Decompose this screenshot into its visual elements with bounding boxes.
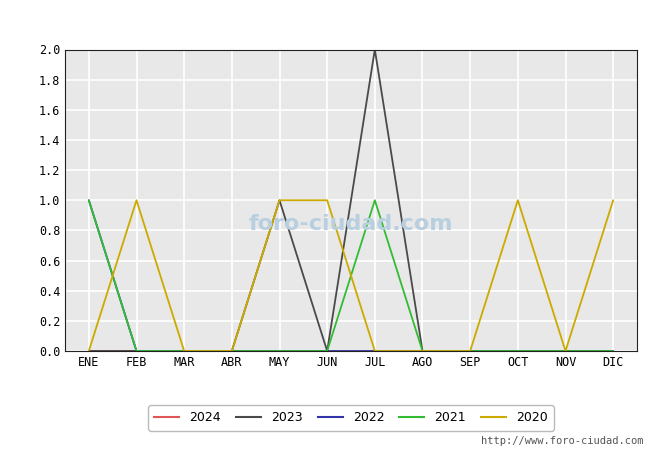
Line: 2022: 2022 [89, 200, 613, 351]
Line: 2020: 2020 [89, 200, 613, 351]
2021 [180, 348, 188, 354]
2023 [562, 348, 569, 354]
2021 [323, 348, 331, 354]
2022 [514, 348, 522, 354]
2021 [466, 348, 474, 354]
2022 [371, 348, 379, 354]
2024 [276, 348, 283, 354]
2023 [133, 348, 140, 354]
2022 [228, 348, 236, 354]
2020 [323, 198, 331, 203]
2020 [514, 198, 522, 203]
2021 [514, 348, 522, 354]
2021 [85, 198, 93, 203]
2020 [180, 348, 188, 354]
2023 [514, 348, 522, 354]
2020 [562, 348, 569, 354]
2024 [85, 348, 93, 354]
2023 [228, 348, 236, 354]
2020 [228, 348, 236, 354]
Legend: 2024, 2023, 2022, 2021, 2020: 2024, 2023, 2022, 2021, 2020 [148, 405, 554, 431]
2020 [276, 198, 283, 203]
2020 [419, 348, 426, 354]
2024 [180, 348, 188, 354]
2023 [276, 198, 283, 203]
2022 [276, 348, 283, 354]
2022 [180, 348, 188, 354]
2022 [323, 348, 331, 354]
2020 [466, 348, 474, 354]
2022 [419, 348, 426, 354]
2024 [133, 348, 140, 354]
Text: foro-ciudad.com: foro-ciudad.com [249, 214, 453, 234]
2023 [371, 47, 379, 52]
2020 [85, 348, 93, 354]
2021 [133, 348, 140, 354]
2020 [371, 348, 379, 354]
2020 [609, 198, 617, 203]
2021 [419, 348, 426, 354]
Text: http://www.foro-ciudad.com: http://www.foro-ciudad.com [481, 436, 644, 446]
2022 [466, 348, 474, 354]
2023 [609, 348, 617, 354]
2023 [466, 348, 474, 354]
2022 [609, 348, 617, 354]
2023 [323, 348, 331, 354]
2023 [180, 348, 188, 354]
2022 [562, 348, 569, 354]
2024 [228, 348, 236, 354]
2021 [609, 348, 617, 354]
Line: 2021: 2021 [89, 200, 613, 351]
2023 [85, 348, 93, 354]
2021 [276, 348, 283, 354]
2022 [85, 198, 93, 203]
2021 [228, 348, 236, 354]
Line: 2023: 2023 [89, 50, 613, 351]
2023 [419, 348, 426, 354]
2022 [133, 348, 140, 354]
2021 [562, 348, 569, 354]
2020 [133, 198, 140, 203]
Text: Matriculaciones de Vehiculos en Torroja del Priorat: Matriculaciones de Vehiculos en Torroja … [123, 17, 527, 32]
2021 [371, 198, 379, 203]
